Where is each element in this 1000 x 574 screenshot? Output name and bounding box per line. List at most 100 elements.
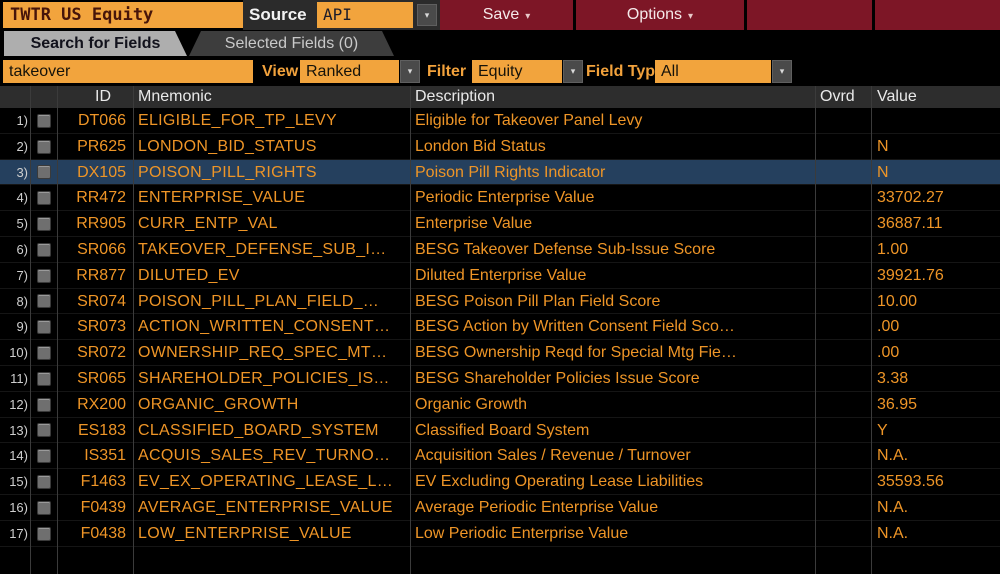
row-checkbox[interactable] [36, 242, 51, 257]
cell-mnemonic[interactable]: CURR_ENTP_VAL [138, 215, 278, 233]
table-row[interactable]: 10) SR072 OWNERSHIP_REQ_SPEC_MT… BESG Ow… [0, 340, 1000, 366]
table-row[interactable]: 15) F1463 EV_EX_OPERATING_LEASE_L… EV Ex… [0, 469, 1000, 495]
cell-id[interactable]: DX105 [77, 163, 126, 181]
row-checkbox[interactable] [36, 500, 51, 515]
cell-id[interactable]: SR073 [77, 318, 126, 336]
cell-ovrd[interactable] [815, 289, 871, 315]
cell-mnemonic[interactable]: ORGANIC_GROWTH [138, 395, 299, 413]
cell-description[interactable]: Organic Growth [415, 395, 528, 413]
cell-ovrd[interactable] [815, 340, 871, 366]
cell-description[interactable]: Poison Pill Rights Indicator [415, 163, 606, 181]
table-row[interactable]: 13) ES183 CLASSIFIED_BOARD_SYSTEM Classi… [0, 418, 1000, 444]
cell-id[interactable]: RX200 [77, 395, 126, 413]
source-dropdown-button[interactable]: ▾ [417, 4, 437, 26]
row-checkbox[interactable] [36, 113, 51, 128]
table-row[interactable]: 9) SR073 ACTION_WRITTEN_CONSENT… BESG Ac… [0, 314, 1000, 341]
cell-id[interactable]: F1463 [80, 473, 126, 491]
cell-id[interactable]: RR877 [76, 266, 126, 284]
row-checkbox[interactable] [36, 165, 51, 180]
row-checkbox[interactable] [36, 397, 51, 412]
cell-description[interactable]: Enterprise Value [415, 215, 533, 233]
cell-id[interactable]: SR065 [77, 369, 126, 387]
table-row[interactable]: 8) SR074 POISON_PILL_PLAN_FIELD_… BESG P… [0, 289, 1000, 315]
cell-id[interactable]: IS351 [84, 447, 126, 465]
security-ticker-input[interactable]: TWTR US Equity [3, 2, 243, 28]
cell-id[interactable]: F0438 [80, 524, 126, 542]
column-header-value[interactable]: Value [877, 88, 917, 105]
cell-mnemonic[interactable]: ACTION_WRITTEN_CONSENT… [138, 318, 391, 336]
row-checkbox[interactable] [36, 139, 51, 154]
cell-mnemonic[interactable]: LOW_ENTERPRISE_VALUE [138, 524, 352, 542]
table-row[interactable]: 3) DX105 POISON_PILL_RIGHTS Poison Pill … [0, 159, 1000, 186]
cell-mnemonic[interactable]: EV_EX_OPERATING_LEASE_L… [138, 473, 394, 491]
column-header-description[interactable]: Description [415, 88, 496, 105]
table-row[interactable]: 16) F0439 AVERAGE_ENTERPRISE_VALUE Avera… [0, 495, 1000, 521]
row-checkbox[interactable] [36, 268, 51, 283]
cell-id[interactable]: DT066 [77, 112, 126, 129]
field-type-select[interactable]: All [655, 60, 771, 83]
table-row[interactable]: 4) RR472 ENTERPRISE_VALUE Periodic Enter… [0, 185, 1000, 212]
cell-description[interactable]: Diluted Enterprise Value [415, 266, 587, 284]
cell-description[interactable]: BESG Takeover Defense Sub-Issue Score [415, 240, 716, 258]
cell-description[interactable]: Eligible for Takeover Panel Levy [415, 112, 643, 129]
cell-mnemonic[interactable]: ENTERPRISE_VALUE [138, 189, 306, 207]
view-select[interactable]: Ranked [300, 60, 399, 83]
cell-description[interactable]: Classified Board System [415, 421, 590, 439]
row-checkbox[interactable] [36, 371, 51, 386]
filter-dropdown-button[interactable]: ▾ [563, 60, 583, 83]
cell-mnemonic[interactable]: POISON_PILL_RIGHTS [138, 163, 317, 181]
column-header-mnemonic[interactable]: Mnemonic [138, 88, 212, 105]
cell-description[interactable]: BESG Shareholder Policies Issue Score [415, 369, 700, 387]
row-checkbox[interactable] [36, 423, 51, 438]
row-checkbox[interactable] [36, 475, 51, 490]
table-row[interactable]: 7) RR877 DILUTED_EV Diluted Enterprise V… [0, 263, 1000, 289]
cell-ovrd[interactable] [815, 211, 871, 237]
cell-ovrd[interactable] [815, 366, 871, 392]
cell-description[interactable]: Low Periodic Enterprise Value [415, 524, 629, 542]
cell-mnemonic[interactable]: SHAREHOLDER_POLICIES_IS… [138, 369, 390, 387]
cell-id[interactable]: SR066 [77, 240, 126, 258]
cell-description[interactable]: Average Periodic Enterprise Value [415, 498, 659, 516]
table-row[interactable]: 6) SR066 TAKEOVER_DEFENSE_SUB_I… BESG Ta… [0, 237, 1000, 263]
options-button[interactable]: Options ▾ [576, 0, 744, 30]
cell-mnemonic[interactable]: LONDON_BID_STATUS [138, 137, 317, 155]
row-checkbox[interactable] [36, 526, 51, 541]
cell-mnemonic[interactable]: TAKEOVER_DEFENSE_SUB_I… [138, 240, 387, 258]
column-header-id[interactable]: ID [95, 88, 111, 105]
cell-id[interactable]: SR074 [77, 292, 126, 310]
cell-ovrd[interactable] [815, 443, 871, 469]
table-row[interactable]: 1) DT066 ELIGIBLE_FOR_TP_LEVY Eligible f… [0, 108, 1000, 134]
cell-mnemonic[interactable]: POISON_PILL_PLAN_FIELD_… [138, 292, 380, 310]
source-select[interactable]: API [317, 2, 413, 28]
cell-ovrd[interactable] [815, 160, 871, 186]
cell-ovrd[interactable] [815, 134, 871, 160]
cell-id[interactable]: RR905 [76, 215, 126, 233]
cell-mnemonic[interactable]: OWNERSHIP_REQ_SPEC_MT… [138, 344, 388, 362]
table-row[interactable]: 11) SR065 SHAREHOLDER_POLICIES_IS… BESG … [0, 366, 1000, 392]
cell-id[interactable]: SR072 [77, 344, 126, 362]
cell-description[interactable]: BESG Poison Pill Plan Field Score [415, 292, 661, 310]
cell-ovrd[interactable] [815, 185, 871, 211]
table-row[interactable]: 12) RX200 ORGANIC_GROWTH Organic Growth … [0, 392, 1000, 418]
row-checkbox[interactable] [36, 320, 51, 335]
tab-selected-fields[interactable]: Selected Fields (0) [189, 31, 394, 56]
cell-ovrd[interactable] [815, 469, 871, 495]
cell-description[interactable]: London Bid Status [415, 137, 546, 155]
row-checkbox[interactable] [36, 449, 51, 464]
row-checkbox[interactable] [36, 294, 51, 309]
cell-mnemonic[interactable]: DILUTED_EV [138, 266, 240, 284]
cell-ovrd[interactable] [815, 521, 871, 547]
table-row[interactable]: 17) F0438 LOW_ENTERPRISE_VALUE Low Perio… [0, 521, 1000, 547]
table-row[interactable]: 2) PR625 LONDON_BID_STATUS London Bid St… [0, 134, 1000, 160]
cell-mnemonic[interactable]: CLASSIFIED_BOARD_SYSTEM [138, 421, 379, 439]
row-checkbox[interactable] [36, 191, 51, 206]
view-dropdown-button[interactable]: ▾ [400, 60, 420, 83]
cell-description[interactable]: BESG Action by Written Consent Field Sco… [415, 318, 735, 336]
cell-ovrd[interactable] [815, 237, 871, 263]
cell-description[interactable]: BESG Ownership Reqd for Special Mtg Fie… [415, 344, 737, 362]
cell-ovrd[interactable] [815, 418, 871, 444]
cell-ovrd[interactable] [815, 392, 871, 418]
cell-ovrd[interactable] [815, 314, 871, 340]
row-checkbox[interactable] [36, 217, 51, 232]
field-search-input[interactable]: takeover [3, 60, 253, 83]
